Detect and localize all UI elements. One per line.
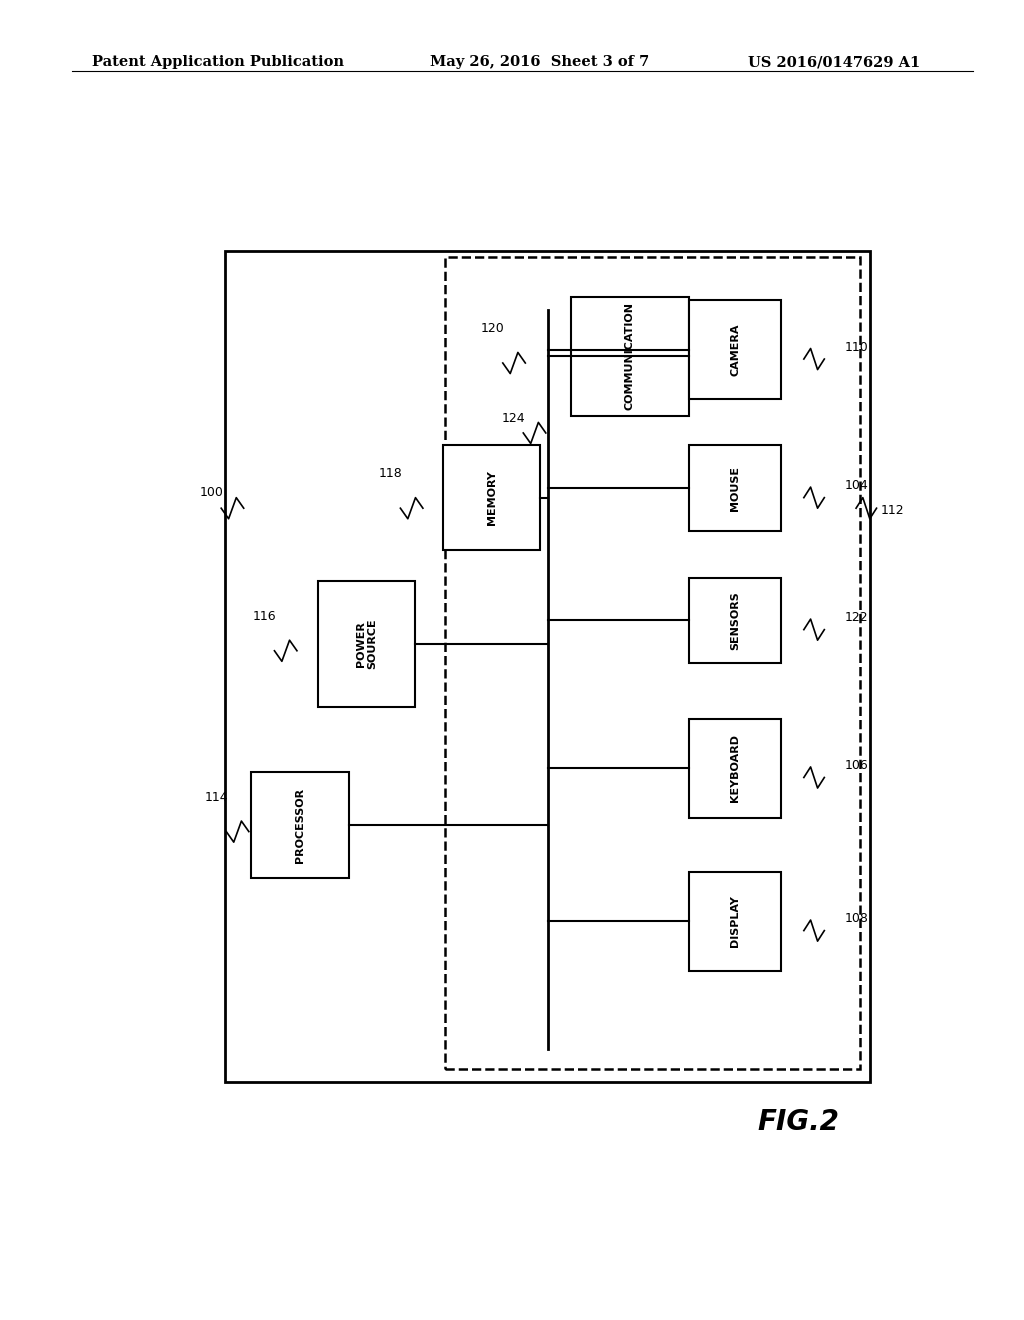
FancyBboxPatch shape <box>442 445 541 550</box>
FancyBboxPatch shape <box>689 445 781 531</box>
Text: 104: 104 <box>845 479 868 492</box>
Text: POWER
SOURCE: POWER SOURCE <box>355 619 378 669</box>
FancyBboxPatch shape <box>689 718 781 817</box>
Text: 122: 122 <box>845 611 868 624</box>
Text: 118: 118 <box>379 467 402 480</box>
Text: DISPLAY: DISPLAY <box>730 895 740 948</box>
FancyBboxPatch shape <box>689 578 781 663</box>
Text: MOUSE: MOUSE <box>730 466 740 511</box>
Text: 114: 114 <box>205 791 228 804</box>
Text: SENSORS: SENSORS <box>730 591 740 649</box>
FancyBboxPatch shape <box>317 581 416 708</box>
Text: COMMUNICATION: COMMUNICATION <box>625 302 635 411</box>
FancyBboxPatch shape <box>445 257 860 1069</box>
Text: MEMORY: MEMORY <box>486 470 497 525</box>
Text: May 26, 2016  Sheet 3 of 7: May 26, 2016 Sheet 3 of 7 <box>430 55 649 70</box>
FancyBboxPatch shape <box>571 297 688 416</box>
FancyBboxPatch shape <box>252 772 348 878</box>
Text: 108: 108 <box>845 912 868 925</box>
Text: Patent Application Publication: Patent Application Publication <box>92 55 344 70</box>
Text: 106: 106 <box>845 759 868 772</box>
Text: FIG.2: FIG.2 <box>758 1107 840 1137</box>
Text: 116: 116 <box>253 610 276 623</box>
FancyBboxPatch shape <box>689 871 781 972</box>
Text: CAMERA: CAMERA <box>730 323 740 376</box>
Text: 124: 124 <box>502 412 525 425</box>
Text: PROCESSOR: PROCESSOR <box>295 788 305 862</box>
FancyBboxPatch shape <box>689 301 781 399</box>
Text: 100: 100 <box>200 486 223 499</box>
Text: KEYBOARD: KEYBOARD <box>730 734 740 803</box>
Text: 110: 110 <box>845 341 868 354</box>
FancyBboxPatch shape <box>225 251 870 1082</box>
Text: 112: 112 <box>881 504 904 517</box>
Text: 120: 120 <box>481 322 505 335</box>
Text: US 2016/0147629 A1: US 2016/0147629 A1 <box>748 55 920 70</box>
